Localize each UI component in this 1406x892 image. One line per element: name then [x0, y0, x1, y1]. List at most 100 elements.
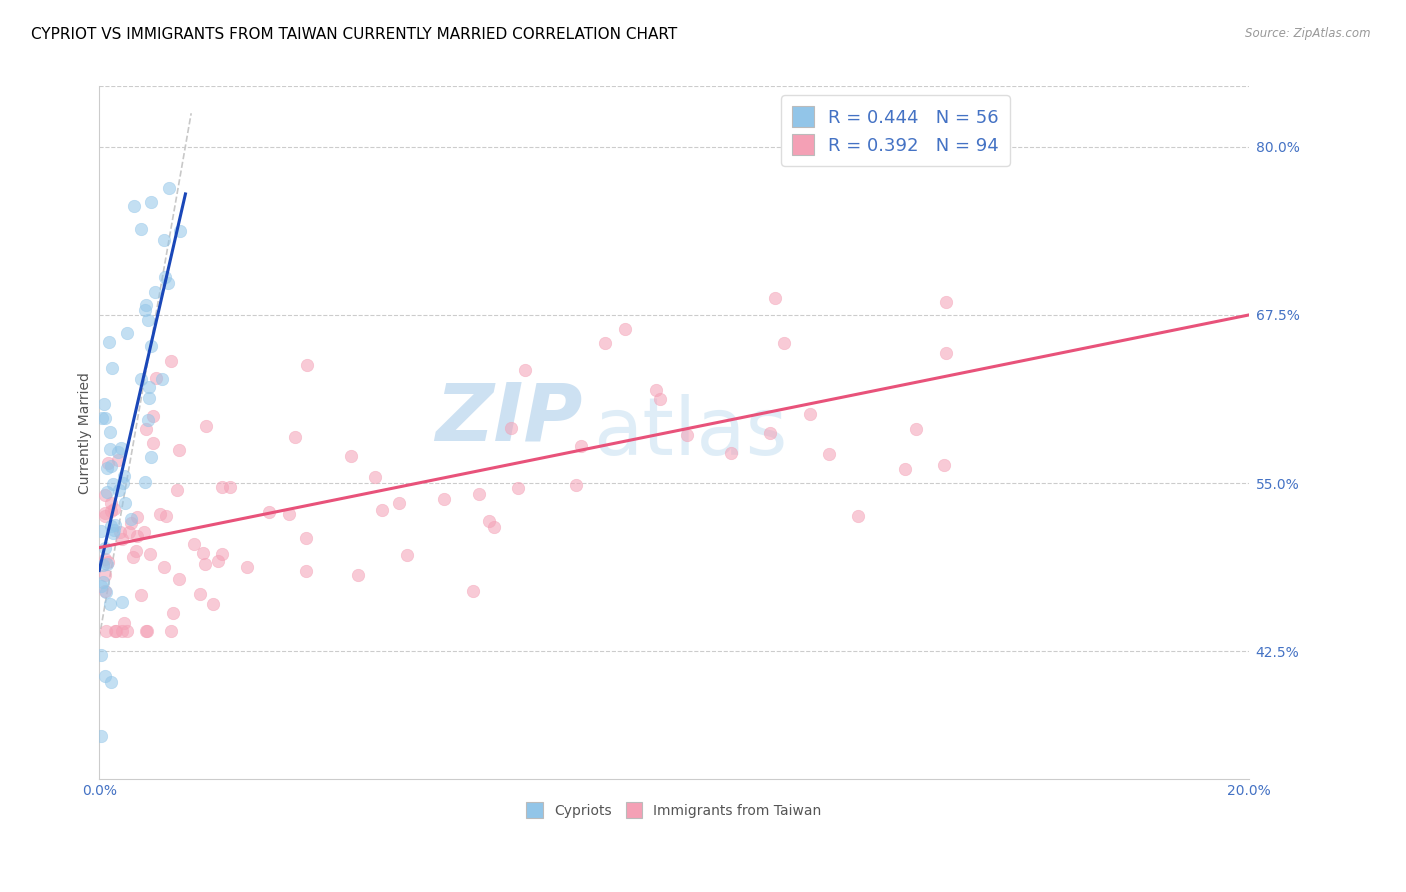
Point [94, 507, 117, 521]
Point [129, 372, 152, 386]
Point [194, 418, 217, 433]
Point [468, 487, 491, 501]
Point [194, 557, 217, 571]
Point [96, 484, 118, 499]
Point [94, 583, 117, 598]
Point [94, 509, 117, 524]
Point [139, 547, 162, 561]
Point [103, 523, 125, 537]
Point [125, 543, 148, 558]
Point [93, 575, 115, 590]
Point [153, 270, 176, 285]
Point [101, 525, 124, 540]
Point [90, 524, 112, 538]
Point [138, 379, 160, 393]
Point [114, 496, 136, 510]
Point [156, 276, 179, 290]
Point [110, 441, 132, 455]
Point [120, 516, 142, 530]
Point [395, 549, 418, 563]
Point [138, 391, 160, 405]
Point [94, 551, 117, 566]
Point [159, 354, 181, 368]
Point [94, 411, 117, 425]
Point [104, 518, 127, 533]
Point [759, 425, 782, 440]
Point [134, 475, 156, 489]
Point [94, 488, 117, 502]
Legend: Cypriots, Immigrants from Taiwan: Cypriots, Immigrants from Taiwan [520, 797, 827, 824]
Point [118, 524, 141, 539]
Point [101, 361, 124, 376]
Point [295, 531, 318, 545]
Point [207, 554, 229, 568]
Point [90, 411, 112, 425]
Point [346, 567, 368, 582]
Point [125, 510, 148, 524]
Point [935, 295, 957, 310]
Point [135, 624, 157, 638]
Point [846, 509, 869, 524]
Point [145, 371, 167, 385]
Point [183, 537, 205, 551]
Point [191, 546, 214, 560]
Point [935, 346, 957, 360]
Point [284, 430, 307, 444]
Point [98, 442, 121, 456]
Point [478, 514, 501, 528]
Point [101, 476, 124, 491]
Point [645, 383, 668, 397]
Point [157, 181, 180, 195]
Point [120, 511, 142, 525]
Point [135, 298, 157, 312]
Point [90, 579, 112, 593]
Point [905, 422, 928, 436]
Text: CYPRIOT VS IMMIGRANTS FROM TAIWAN CURRENTLY MARRIED CORRELATION CHART: CYPRIOT VS IMMIGRANTS FROM TAIWAN CURREN… [31, 27, 678, 42]
Point [169, 224, 191, 238]
Point [150, 372, 173, 386]
Point [107, 445, 129, 459]
Point [569, 439, 592, 453]
Point [108, 524, 131, 539]
Point [188, 587, 211, 601]
Point [121, 550, 143, 565]
Point [142, 409, 165, 423]
Point [499, 421, 522, 435]
Point [94, 541, 117, 556]
Point [675, 427, 697, 442]
Point [100, 504, 122, 518]
Point [139, 195, 162, 210]
Point [155, 508, 177, 523]
Point [111, 532, 134, 546]
Point [371, 502, 394, 516]
Point [100, 518, 122, 533]
Text: atlas: atlas [593, 393, 787, 472]
Point [97, 456, 120, 470]
Point [388, 496, 411, 510]
Y-axis label: Currently Married: Currently Married [79, 372, 93, 493]
Point [111, 595, 134, 609]
Point [103, 502, 125, 516]
Point [932, 458, 955, 472]
Point [93, 669, 115, 683]
Point [111, 624, 134, 638]
Point [139, 450, 162, 464]
Point [763, 291, 786, 305]
Point [211, 480, 233, 494]
Point [135, 422, 157, 436]
Point [100, 459, 122, 474]
Point [295, 564, 318, 578]
Point [149, 507, 172, 521]
Point [122, 199, 145, 213]
Point [433, 491, 456, 506]
Point [93, 397, 115, 411]
Point [138, 312, 160, 326]
Point [259, 505, 281, 519]
Point [112, 475, 135, 490]
Point [108, 483, 131, 497]
Point [115, 624, 138, 638]
Point [482, 520, 505, 534]
Point [278, 507, 301, 521]
Point [565, 478, 588, 492]
Point [773, 335, 796, 350]
